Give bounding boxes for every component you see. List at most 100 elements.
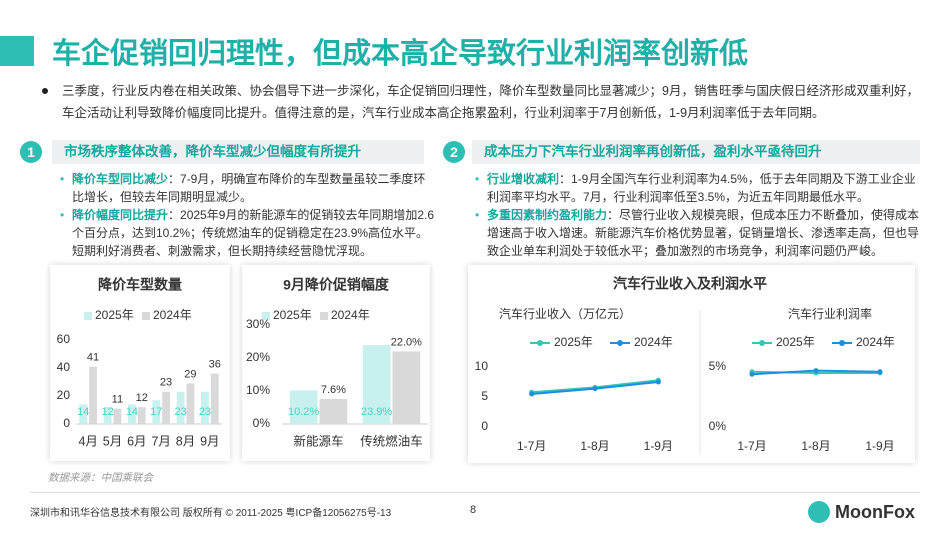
legend-swatch (142, 312, 150, 320)
chart-title: 9月降价促销幅度 (283, 277, 390, 293)
chart-title: 汽车行业收入（万亿元） (499, 306, 631, 321)
section-items: 行业增收减利：1-9月全国汽车行业利润率为4.5%，低于去年同期及下游工业企业利… (475, 170, 923, 260)
chart-title: 降价车型数量 (98, 277, 182, 293)
slide-title: 车企促销回归理性，但成本高企导致行业利润率创新低 (52, 38, 749, 70)
legend-marker (617, 340, 623, 346)
x-tick-label: 1-9月 (865, 439, 894, 453)
data-label: 14 (126, 406, 138, 418)
y-tick-label: 0% (253, 416, 271, 430)
bar (186, 383, 195, 424)
legend-swatch (84, 312, 92, 320)
bar (392, 351, 421, 424)
data-label: 17 (150, 406, 162, 418)
x-tick-label: 5月 (103, 434, 122, 448)
data-label: 11 (112, 394, 123, 406)
legend-marker (759, 340, 765, 346)
bar (137, 407, 146, 424)
legend-label: 2024年 (331, 308, 370, 322)
y-tick-label: 60 (57, 332, 71, 346)
section-title: 成本压力下汽车行业利润率再创新低，盈利水平亟待回升 (472, 140, 920, 164)
bar (113, 408, 122, 424)
x-tick-label: 4月 (78, 434, 97, 448)
x-tick-label: 1-9月 (644, 439, 673, 453)
point (655, 379, 661, 385)
chart-group-title: 汽车行业收入及利润水平 (613, 276, 767, 292)
data-label: 23 (199, 406, 211, 418)
y-tick-label: 20% (246, 350, 270, 364)
legend-label: 2025年 (273, 308, 312, 322)
x-tick-label: 1-7月 (517, 439, 546, 453)
x-tick-label: 7月 (151, 434, 170, 448)
y-tick-label: 30% (246, 317, 270, 331)
section-number: 1 (20, 141, 42, 163)
chart-card (50, 265, 230, 461)
point (877, 369, 883, 375)
item: 降价幅度同比提升：2025年9月的新能源车的促销较去年同期增加2.6个百分点，达… (60, 206, 435, 260)
data-label: 7.6% (321, 384, 346, 396)
point (592, 386, 598, 392)
bar (128, 404, 136, 424)
data-label: 22.0% (391, 336, 422, 348)
x-tick-label: 8月 (176, 434, 195, 448)
item: 行业增收减利：1-9月全国汽车行业利润率为4.5%，低于去年同期及下游工业企业利… (475, 170, 923, 206)
data-label: 12 (101, 406, 113, 418)
item-lead: 行业增收减利 (487, 172, 560, 186)
point (749, 371, 755, 377)
bar (362, 345, 391, 424)
legend-marker (537, 340, 543, 346)
y-tick-label: 20 (57, 388, 71, 402)
x-tick-label: 1-7月 (737, 439, 766, 453)
item: 多重因素制约盈利能力：尽管行业收入规模亮眼，但成本压力不断叠加，使得成本增速高于… (475, 206, 923, 260)
footer-rule (30, 492, 920, 493)
item: 降价车型同比减少：7-9月，明确宣布降价的车型数量虽较二季度环比增长，但较去年同… (60, 170, 435, 206)
summary: 三季度，行业反内卷在相关政策、协会倡导下进一步深化，车企促销回归理性，降价车型数… (62, 84, 919, 120)
y-tick-label: 5 (481, 389, 488, 403)
legend-label: 2024年 (856, 335, 895, 349)
chart-title: 汽车行业利润率 (788, 306, 872, 321)
item-text: ：7-9月，明确宣布降价的车型数量虽较二季度环比增长，但较去年同期明显减少。 (72, 172, 426, 204)
item-lead: 多重因素制约盈利能力 (487, 208, 608, 222)
legend-swatch (262, 312, 270, 320)
section-items: 降价车型同比减少：7-9月，明确宣布降价的车型数量虽较二季度环比增长，但较去年同… (60, 170, 435, 260)
legend-marker (839, 340, 845, 346)
section-title: 市场秩序整体改善，降价车型减少但幅度有所提升 (52, 140, 424, 164)
bar (210, 373, 219, 424)
bar (103, 407, 112, 424)
item-text: ：1-9月全国汽车行业利润率为4.5%，低于去年同期及下游工业企业利润率平均水平… (487, 172, 916, 204)
section-number: 2 (443, 141, 465, 163)
copyright: 深圳市和讯华谷信息技术有限公司 版权所有 © 2011-2025 粤ICP备12… (30, 508, 392, 519)
legend-swatch (320, 312, 328, 320)
item-text: ：2025年9月的新能源车的促销较去年同期增加2.6个百分点，达到10.2%；传… (72, 208, 435, 258)
y-tick-label: 0 (481, 419, 488, 433)
x-tick-label: 传统燃油车 (360, 433, 423, 448)
chart-card (468, 265, 915, 463)
data-label: 10.2% (288, 406, 319, 418)
data-label: 14 (77, 406, 89, 418)
y-tick-label: 0% (709, 419, 727, 433)
bar (176, 391, 185, 424)
logo-icon (808, 501, 830, 523)
y-tick-label: 10 (475, 359, 489, 373)
bar (201, 391, 209, 424)
bar (162, 391, 170, 424)
data-label: 23 (174, 406, 186, 418)
x-tick-label: 新能源车 (293, 433, 343, 448)
legend-label: 2025年 (554, 335, 593, 349)
item-lead: 降价车型同比减少 (72, 172, 169, 186)
data-label: 23.9% (361, 406, 392, 418)
data-label: 12 (136, 392, 148, 404)
bar (289, 390, 318, 424)
data-label: 41 (87, 352, 99, 364)
y-tick-label: 40 (57, 360, 71, 374)
source: 数据来源：中国乘联会 (48, 472, 153, 484)
bar (79, 404, 88, 424)
point (529, 391, 535, 397)
accent-bar (0, 36, 34, 66)
page-number: 8 (470, 504, 477, 516)
data-label: 29 (184, 368, 196, 380)
data-label: 23 (160, 377, 172, 389)
bullet (42, 88, 48, 94)
logo: MoonFox (835, 502, 915, 522)
